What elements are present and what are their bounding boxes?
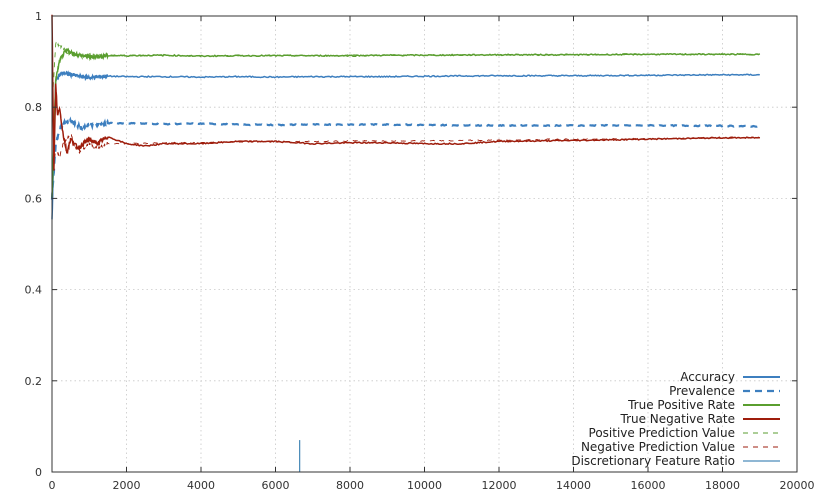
legend-label-accuracy: Accuracy <box>680 370 735 384</box>
x-tick-label: 12000 <box>482 479 517 492</box>
x-tick-label: 14000 <box>556 479 591 492</box>
x-tick-label: 0 <box>49 479 56 492</box>
legend-label-discretionary-feature-ratio: Discretionary Feature Ratio <box>571 454 735 468</box>
y-tick-label: 0 <box>35 466 42 479</box>
legend-label-negative-prediction-value: Negative Prediction Value <box>581 440 735 454</box>
series-layer <box>50 14 761 472</box>
accuracy-line <box>51 70 760 220</box>
y-tick-label: 0.4 <box>25 284 43 297</box>
true-negative-rate-line <box>51 14 761 171</box>
legend-label-positive-prediction-value: Positive Prediction Value <box>589 426 735 440</box>
x-tick-label: 16000 <box>631 479 666 492</box>
y-tick-label: 1 <box>35 10 42 23</box>
x-tick-label: 20000 <box>780 479 815 492</box>
y-tick-label: 0.2 <box>25 375 43 388</box>
true-positive-rate-line <box>51 47 761 198</box>
x-tick-label: 18000 <box>705 479 740 492</box>
negative-prediction-value-line <box>51 133 761 189</box>
y-tick-label: 0.8 <box>25 101 43 114</box>
y-tick-labels: 0 0.2 0.4 0.6 0.8 1 <box>25 10 43 479</box>
x-tick-label: 6000 <box>262 479 290 492</box>
x-tick-label: 2000 <box>113 479 141 492</box>
x-tick-labels: 0 2000 4000 6000 8000 10000 12000 14000 16000 180… <box>49 479 815 492</box>
x-tick-label: 8000 <box>336 479 364 492</box>
legend-label-prevalence: Prevalence <box>669 384 735 398</box>
axis-ticks <box>51 15 798 473</box>
x-tick-label: 4000 <box>187 479 215 492</box>
prevalence-line <box>50 116 760 200</box>
legend-label-true-negative-rate: True Negative Rate <box>620 412 736 426</box>
legend-label-true-positive-rate: True Positive Rate <box>627 398 735 412</box>
x-tick-label: 10000 <box>407 479 442 492</box>
y-tick-label: 0.6 <box>25 192 43 205</box>
